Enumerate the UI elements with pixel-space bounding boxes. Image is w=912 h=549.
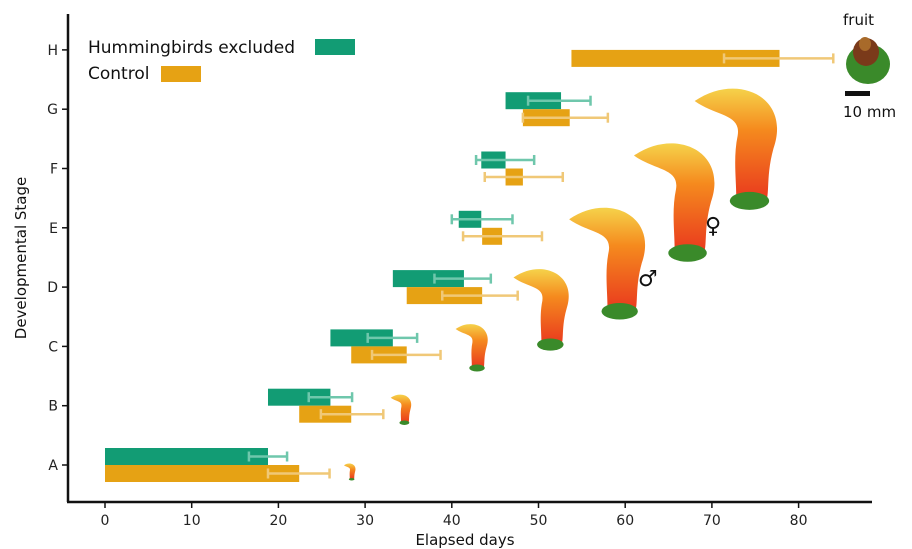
y-tick-label: G xyxy=(47,102,58,118)
x-tick-label: 30 xyxy=(356,513,374,529)
legend-label-control: Control xyxy=(88,64,149,84)
y-tick-label: E xyxy=(49,221,58,237)
bar-excluded xyxy=(330,329,393,347)
fruit-label: fruit xyxy=(843,11,874,29)
y-axis-title: Developmental Stage xyxy=(12,177,30,339)
flower-stage-f xyxy=(634,143,715,262)
bar-excluded xyxy=(392,270,464,288)
bars-layer xyxy=(105,49,835,482)
x-tick-label: 40 xyxy=(443,513,461,529)
y-tick-label: B xyxy=(48,399,58,415)
bar-control xyxy=(571,49,780,67)
x-tick-label: 0 xyxy=(101,513,110,529)
fruit-image xyxy=(846,37,890,84)
y-tick-label: H xyxy=(47,43,58,59)
x-tick-label: 20 xyxy=(269,513,287,529)
x-tick-label: 80 xyxy=(790,513,808,529)
flower-stage-e xyxy=(569,207,646,320)
y-tick-label: C xyxy=(48,339,58,355)
legend-label-excluded: Hummingbirds excluded xyxy=(88,38,295,58)
flower-images xyxy=(343,37,890,481)
flower-stage-a xyxy=(343,463,356,481)
bar-control xyxy=(105,465,300,482)
y-tick-label: A xyxy=(48,458,58,474)
flower-stage-c xyxy=(455,324,488,372)
female-symbol: ♀ xyxy=(705,214,721,239)
x-tick-label: 50 xyxy=(530,513,548,529)
x-tick-label: 60 xyxy=(616,513,634,529)
y-tick-label: F xyxy=(50,162,58,178)
bar-excluded xyxy=(105,448,268,465)
flower-stage-b xyxy=(390,394,412,425)
x-tick-label: 70 xyxy=(703,513,721,529)
axes: Elapsed days Developmental Stage 0 10 20 30… xyxy=(12,14,872,549)
x-axis-title: Elapsed days xyxy=(415,531,514,549)
scale-bar-label: 10 mm xyxy=(843,103,896,121)
male-symbol: ♂ xyxy=(638,267,658,292)
bar-excluded xyxy=(267,388,331,406)
scale-bar xyxy=(845,91,870,96)
legend: Hummingbirds excluded Control xyxy=(88,38,355,84)
flower-stage-d xyxy=(513,269,569,351)
flower-stage-g xyxy=(694,88,778,210)
legend-swatch-excluded xyxy=(315,39,355,55)
legend-swatch-control xyxy=(161,66,201,82)
x-tick-label: 10 xyxy=(183,513,201,529)
annotations: ♂ ♀ fruit 10 mm xyxy=(638,11,896,292)
y-tick-label: D xyxy=(47,280,58,296)
